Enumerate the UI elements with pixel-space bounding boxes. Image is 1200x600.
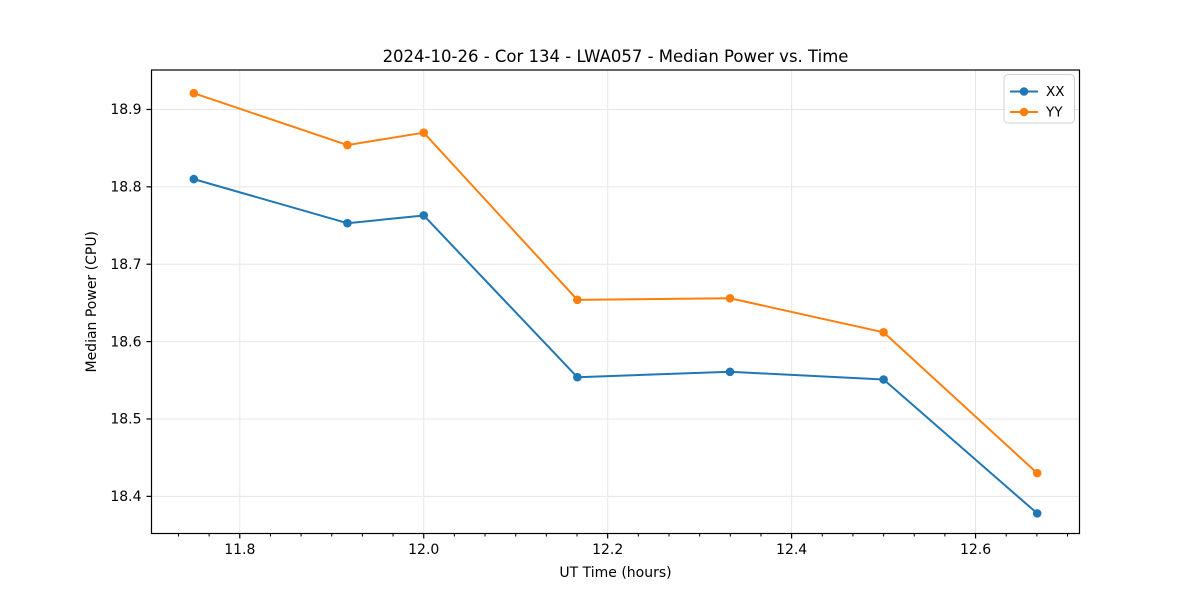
plot-frame [150,69,1081,535]
legend-label-XX: XX [1046,84,1065,100]
legend-entry-XX: XX [1010,84,1065,100]
data-point-YY [419,128,429,137]
data-point-YY [1032,468,1042,478]
y-tick-label: 18.8 [110,180,141,196]
x-tick-label: 12.6 [960,542,991,558]
y-axis-label: Median Power (CPU) [84,231,100,373]
tick-layer: 11.8 12.0 12.2 12.4 12.6 18.4 18.5 18.6 18.7 18.8… [110,102,1069,558]
legend-label-YY: YY [1045,105,1063,121]
chart-title: 2024-10-26 - Cor 134 - LWA057 - Median P… [383,47,849,66]
x-tick-label: 12.0 [408,542,439,558]
legend: XX YY [1003,74,1075,124]
grid-layer [151,70,1080,534]
series-YY [189,88,1042,478]
x-tick-label: 12.4 [776,542,807,558]
legend-marker-sample [1019,87,1029,96]
y-tick-label: 18.5 [110,412,141,428]
y-tick-label: 18.4 [110,489,141,505]
data-point-YY [573,295,582,305]
data-point-YY [725,293,735,303]
data-point-XX [879,375,888,384]
data-point-XX [189,174,199,184]
series-layer [189,88,1042,518]
data-point-YY [189,88,199,98]
series-line-YY [192,92,1039,475]
data-point-YY [343,140,352,150]
data-point-XX [1032,509,1042,518]
data-point-YY [879,328,888,337]
plot-frame-border [150,69,1081,535]
series-XX [189,174,1042,518]
data-point-XX [419,211,429,220]
series-line-XX [192,178,1039,515]
x-tick-label: 12.2 [592,542,623,558]
data-point-XX [573,372,582,382]
x-tick-label: 11.8 [224,542,255,558]
legend-marker-sample [1019,107,1029,117]
y-tick-label: 18.6 [110,334,141,350]
y-tick-label: 18.7 [110,257,141,273]
legend-entry-YY: YY [1010,105,1063,121]
data-point-XX [725,367,735,377]
y-tick-label: 18.9 [110,102,141,118]
x-axis-label: UT Time (hours) [559,565,671,581]
data-point-XX [343,218,352,228]
